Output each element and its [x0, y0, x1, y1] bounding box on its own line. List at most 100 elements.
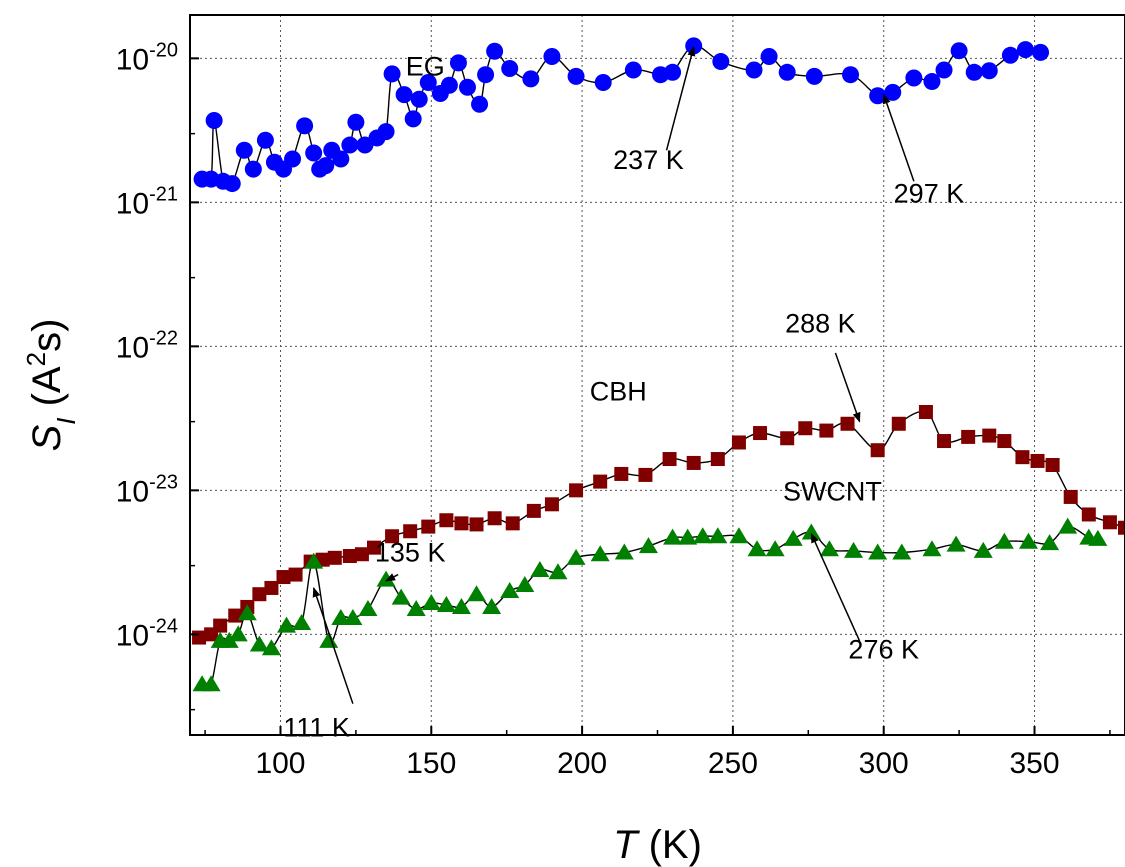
- series-line-cbh: [198, 410, 1125, 639]
- y-tick-base: 10: [116, 43, 149, 76]
- data-point: [593, 474, 608, 489]
- data-point: [994, 532, 1014, 549]
- x-tick-label: 250: [708, 747, 758, 780]
- data-point: [395, 86, 413, 104]
- y-tick-exponent: -23: [149, 471, 178, 493]
- data-point: [710, 452, 725, 467]
- data-point: [663, 528, 683, 545]
- data-point: [745, 61, 763, 79]
- data-point: [228, 625, 248, 642]
- data-points: [192, 37, 1125, 692]
- data-point: [712, 53, 730, 71]
- data-point: [693, 527, 713, 544]
- data-point: [778, 63, 796, 81]
- y-axis-unit-sup: 2: [21, 352, 51, 366]
- data-point: [590, 545, 610, 562]
- data-point: [354, 547, 369, 562]
- annotation-label: 111 K: [283, 713, 350, 743]
- data-point: [377, 123, 395, 141]
- data-point: [980, 62, 998, 80]
- data-point: [891, 416, 906, 431]
- data-point: [385, 529, 400, 544]
- data-point: [419, 73, 437, 91]
- data-point: [950, 42, 968, 60]
- data-point: [892, 543, 912, 560]
- data-point: [249, 635, 269, 652]
- data-point: [624, 61, 642, 79]
- data-point: [406, 599, 426, 616]
- data-point: [358, 599, 378, 616]
- data-point: [331, 608, 351, 625]
- data-point: [780, 431, 795, 446]
- data-point: [458, 78, 476, 96]
- data-point: [469, 517, 484, 532]
- data-point: [235, 141, 253, 159]
- y-axis-title: SI (A2s): [21, 319, 81, 452]
- data-point: [277, 616, 297, 633]
- x-tick-label: 100: [255, 747, 305, 780]
- data-point: [594, 73, 612, 91]
- annotation-label: 297 K: [894, 178, 965, 208]
- data-point: [471, 95, 489, 113]
- data-point: [244, 160, 262, 178]
- data-point: [918, 405, 933, 420]
- x-tick-label: 150: [406, 747, 456, 780]
- y-axis-unit-close: s): [25, 319, 69, 352]
- data-point: [708, 527, 728, 544]
- axis-ticks: [190, 57, 1111, 735]
- data-point: [760, 47, 778, 65]
- data-point: [567, 67, 585, 85]
- data-point: [869, 87, 887, 105]
- data-point: [261, 639, 281, 656]
- annotations: EG CBH SWCNT 237 K 297 K 288 K 135 K 111 K 276 K: [283, 45, 965, 743]
- x-tick-label: 300: [859, 747, 909, 780]
- data-point: [436, 595, 456, 612]
- data-point: [223, 175, 241, 193]
- y-tick-base: 10: [116, 187, 149, 220]
- data-point: [638, 537, 658, 554]
- data-point: [366, 540, 381, 555]
- data-point: [569, 483, 584, 498]
- annotation-arrow: [834, 352, 861, 423]
- data-point: [686, 455, 701, 470]
- data-point: [961, 429, 976, 444]
- data-point: [840, 416, 855, 431]
- y-tick-exponent: -21: [149, 183, 178, 205]
- data-point: [1001, 46, 1019, 64]
- data-point: [543, 47, 561, 65]
- data-point: [548, 563, 568, 580]
- data-point: [376, 570, 396, 587]
- data-point: [467, 585, 487, 602]
- data-point: [454, 516, 469, 531]
- x-tick-label: 200: [557, 747, 607, 780]
- data-point: [526, 503, 541, 518]
- data-point: [923, 73, 941, 91]
- data-point: [501, 60, 519, 78]
- data-point: [729, 527, 749, 544]
- data-point: [1088, 529, 1108, 546]
- data-point: [304, 552, 324, 569]
- data-point: [544, 497, 559, 512]
- data-point: [678, 528, 698, 545]
- data-point: [638, 467, 653, 482]
- y-tick-label: 10-23: [116, 471, 178, 508]
- data-point: [487, 511, 502, 526]
- data-point: [1018, 532, 1038, 549]
- data-point: [482, 597, 502, 614]
- data-point: [341, 136, 359, 154]
- y-tick-exponent: -20: [149, 39, 178, 61]
- data-point: [731, 435, 746, 450]
- y-axis-subscript: I: [51, 418, 81, 425]
- data-point: [937, 434, 952, 449]
- annotation-arrow: [810, 532, 861, 642]
- data-point: [276, 570, 291, 585]
- series-swcnt: [192, 517, 1108, 692]
- series-cbh: [192, 405, 1125, 645]
- data-point: [662, 452, 677, 467]
- y-tick-label: 10-24: [116, 615, 178, 652]
- data-point: [403, 524, 418, 539]
- data-point: [486, 42, 504, 60]
- annotation-label: 276 K: [848, 634, 919, 664]
- data-point: [343, 608, 363, 625]
